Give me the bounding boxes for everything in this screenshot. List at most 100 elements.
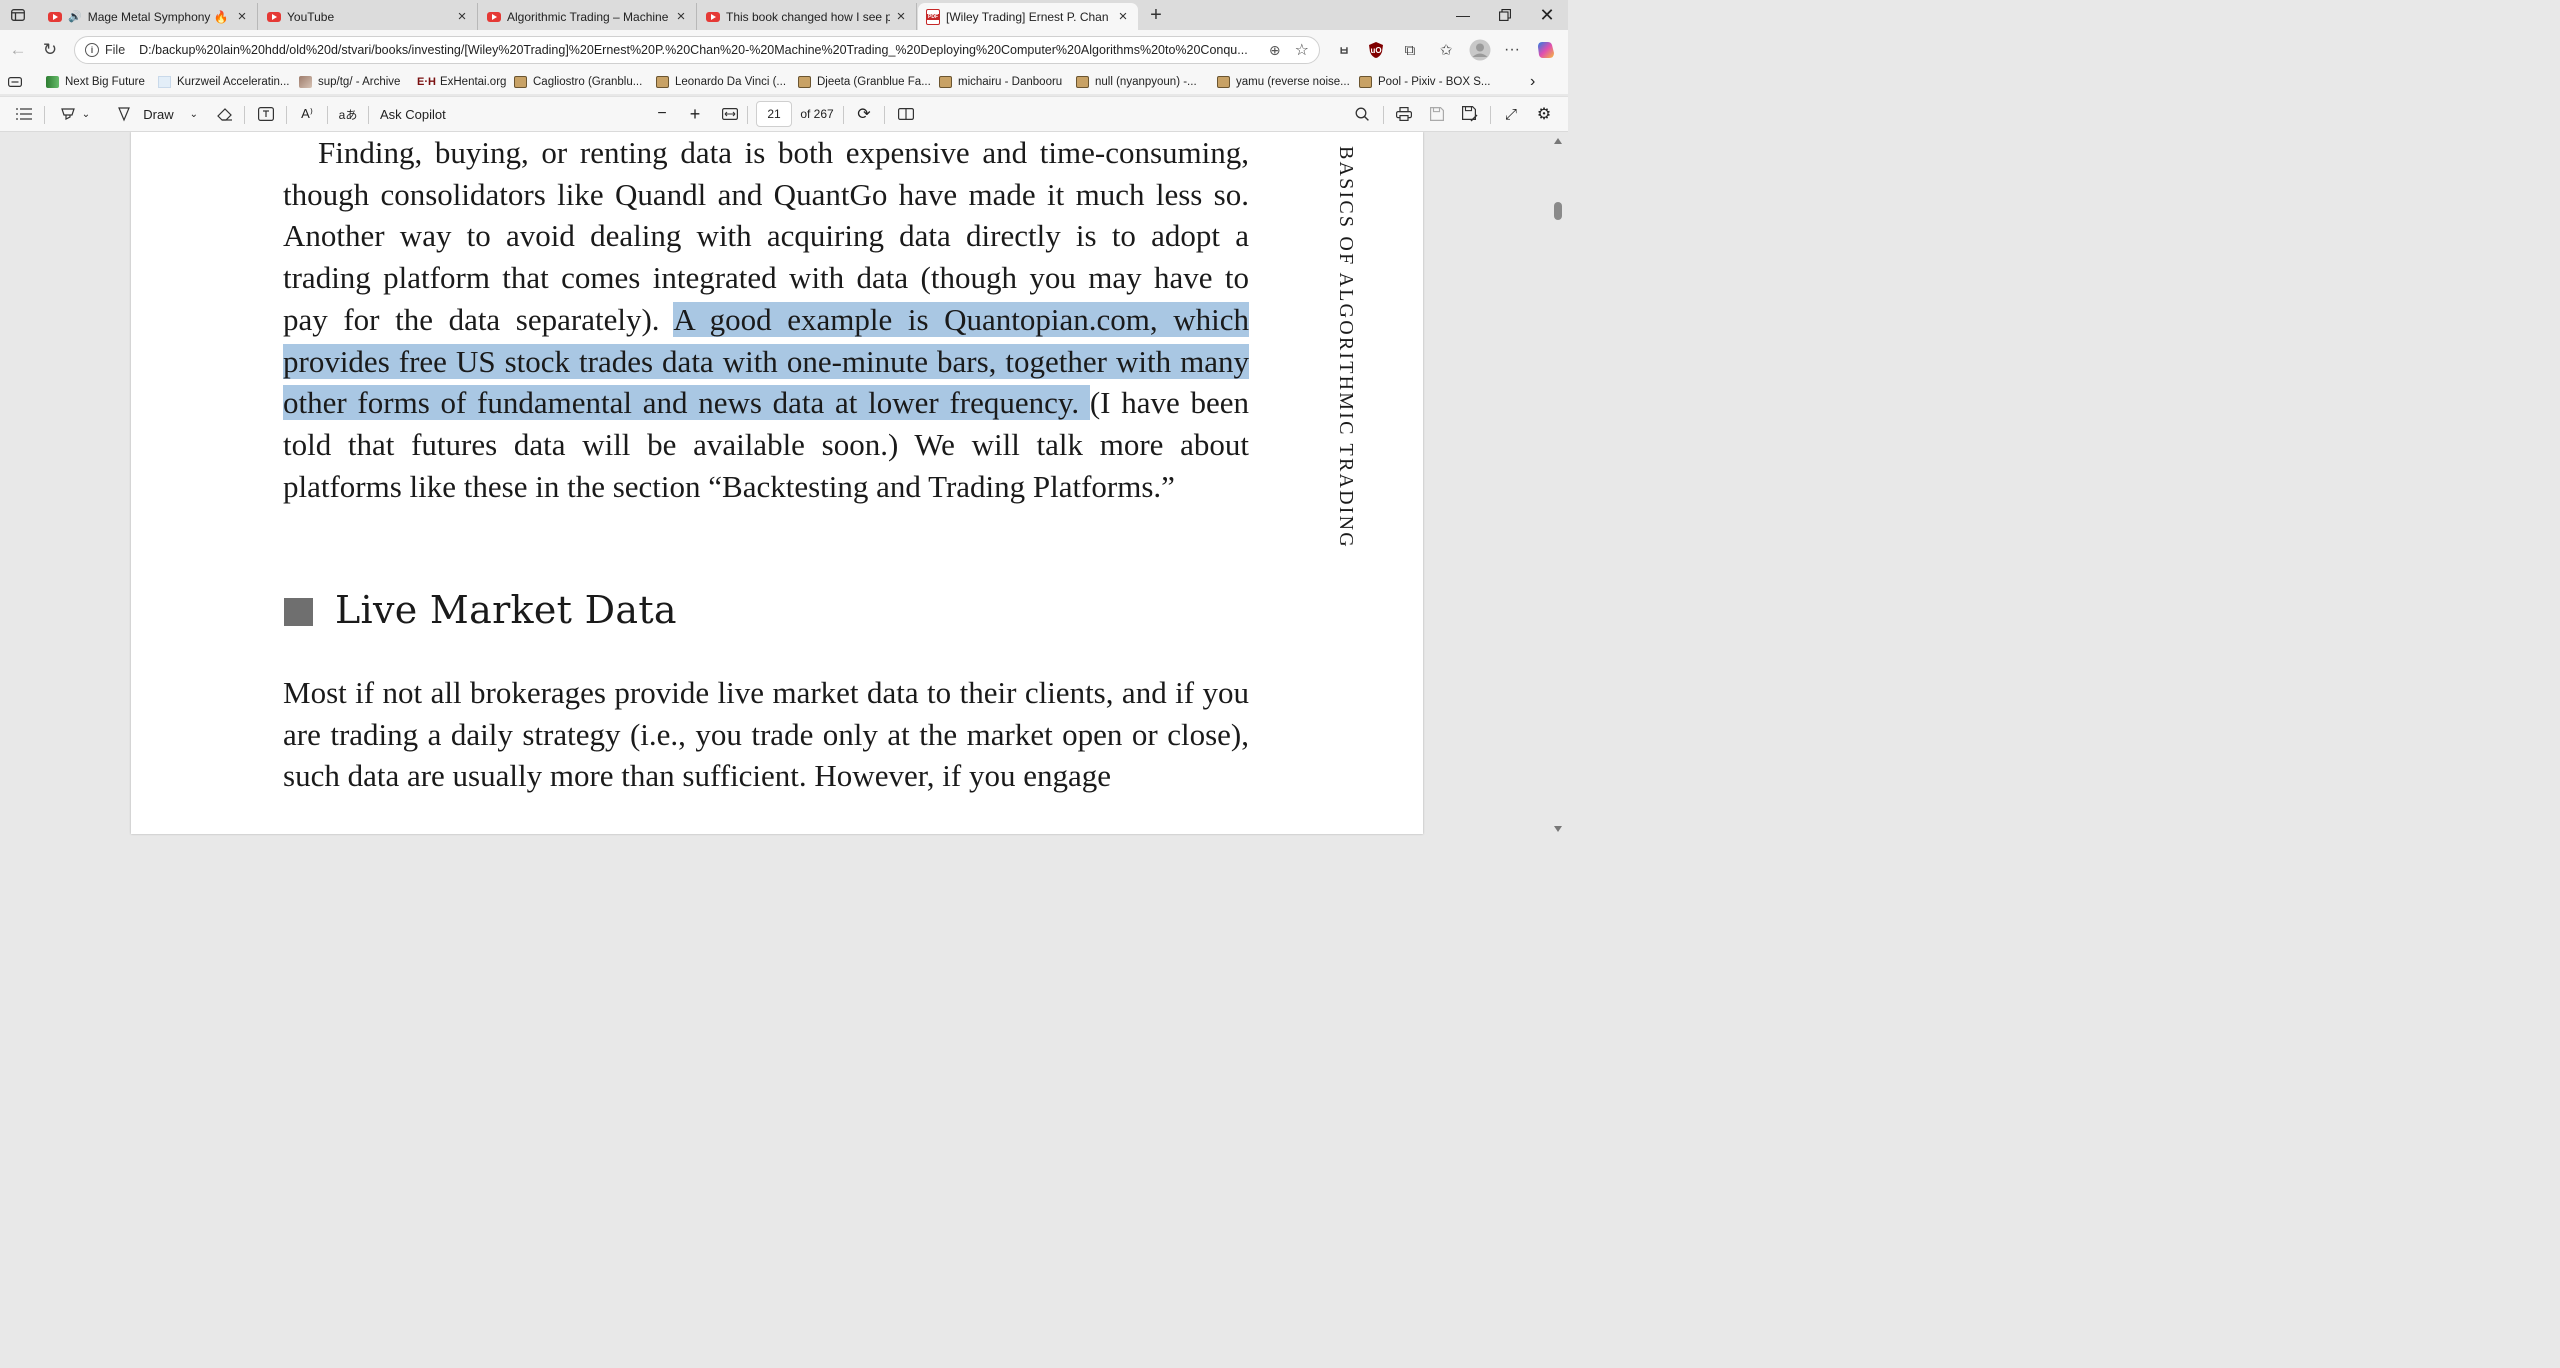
svg-text:uO: uO — [1370, 46, 1381, 55]
close-tab-icon[interactable]: × — [457, 8, 467, 25]
tab-actions-button[interactable] — [4, 4, 32, 26]
translate-button[interactable]: aあ — [337, 103, 359, 125]
close-tab-icon[interactable]: × — [896, 8, 906, 25]
refresh-button[interactable]: ↻ — [38, 38, 62, 62]
puzzle-icon: ⧉ — [1404, 41, 1416, 59]
print-button[interactable] — [1393, 103, 1415, 125]
read-aloud-icon[interactable]: ㅂ — [1338, 43, 1350, 58]
paragraph[interactable]: Finding, buying, or renting data is both… — [283, 132, 1250, 507]
zoom-out-button[interactable]: − — [652, 103, 672, 125]
minimize-button[interactable]: — — [1440, 0, 1486, 30]
favorite-folder[interactable]: null (nyanpyoun) -... — [1076, 73, 1197, 91]
running-head: BASICS OF ALGORITHMIC TRADING — [1335, 146, 1357, 549]
scroll-thumb[interactable] — [1554, 202, 1562, 220]
settings-more-button[interactable]: ··· — [1500, 38, 1524, 62]
tab-mage-metal-symphony[interactable]: 🔊 Mage Metal Symphony 🔥 × — [40, 3, 258, 30]
page-number-input[interactable]: 21 — [756, 101, 792, 127]
tab-algorithmic-trading[interactable]: Algorithmic Trading – Machine Le × — [479, 3, 697, 30]
paragraph[interactable]: Most if not all brokerages provide live … — [283, 675, 1249, 794]
audio-playing-icon[interactable]: 🔊 — [68, 11, 82, 23]
extensions-button[interactable]: ⧉ — [1398, 38, 1422, 62]
chevron-down-icon[interactable]: ⌄ — [81, 108, 91, 120]
toolbar-divider — [747, 106, 748, 124]
favorite-folder[interactable]: Djeeta (Granblue Fa... — [798, 73, 931, 91]
favorite-item[interactable]: Next Big Future — [46, 73, 145, 91]
close-tab-icon[interactable]: × — [237, 8, 247, 25]
zoom-icon[interactable]: ⊕ — [1268, 41, 1281, 58]
highlight-button[interactable]: ⌄ — [54, 103, 96, 125]
rotate-button[interactable]: ⟳ — [853, 103, 875, 125]
ellipsis-icon: ··· — [1504, 41, 1520, 58]
url-field[interactable]: i File D:/backup%20lain%20hdd/old%20d/st… — [74, 36, 1320, 64]
favorite-folder[interactable]: michairu - Danbooru — [939, 73, 1062, 91]
erase-button[interactable] — [214, 103, 236, 125]
close-tab-icon[interactable]: × — [1118, 8, 1128, 25]
refresh-icon: ↻ — [42, 40, 58, 59]
table-of-contents-icon — [16, 108, 32, 120]
read-aloud-button[interactable]: A⁾ — [296, 103, 318, 125]
gear-icon: ⚙ — [1536, 106, 1552, 123]
close-window-button[interactable]: ✕ — [1524, 0, 1570, 30]
pdf-icon — [926, 8, 940, 25]
page-number: 21 — [767, 107, 781, 121]
info-icon[interactable]: i — [85, 43, 99, 57]
draw-button[interactable]: Draw ⌄ — [116, 103, 198, 125]
favorite-item[interactable]: E·H ExHentai.org — [417, 73, 506, 91]
close-tab-icon[interactable]: × — [676, 8, 686, 25]
page-total: of 267 — [800, 103, 834, 125]
toolbar-divider — [244, 106, 245, 124]
youtube-icon — [48, 11, 62, 22]
favorites-button[interactable]: ✩ — [1434, 38, 1458, 62]
minimize-icon: — — [1456, 7, 1470, 23]
find-button[interactable] — [1351, 103, 1373, 125]
scroll-down-arrow-icon[interactable] — [1554, 826, 1562, 832]
page-view-button[interactable] — [895, 103, 917, 125]
tab-youtube[interactable]: YouTube × — [259, 3, 478, 30]
favorite-folder[interactable]: Pool - Pixiv - BOX S... — [1359, 73, 1490, 91]
copilot-button[interactable] — [1534, 38, 1558, 62]
pdf-page[interactable]: Finding, buying, or renting data is both… — [131, 132, 1423, 834]
exhentai-icon: E·H — [417, 76, 436, 88]
highlighter-icon — [60, 108, 75, 120]
pdf-settings-button[interactable]: ⚙ — [1533, 103, 1555, 125]
ublock-extension-button[interactable]: uO — [1364, 38, 1388, 62]
favorite-label: Pool - Pixiv - BOX S... — [1378, 76, 1491, 88]
tab-wiley-trading-pdf[interactable]: [Wiley Trading] Ernest P. Chan - M × — [918, 3, 1138, 30]
full-screen-button[interactable]: ⤢ — [1500, 103, 1522, 125]
save-as-button[interactable] — [1459, 103, 1481, 125]
profile-button[interactable] — [1468, 38, 1492, 62]
more-favorites-button[interactable]: › — [1530, 73, 1535, 91]
tab-this-book-changed[interactable]: This book changed how I see prof × — [698, 3, 917, 30]
folder-icon — [514, 76, 527, 88]
favorite-star-icon[interactable]: ☆ — [1294, 42, 1309, 59]
back-button[interactable]: ← — [6, 38, 30, 62]
vertical-scrollbar[interactable] — [1552, 132, 1566, 838]
favorite-folder[interactable]: Leonardo Da Vinci (... — [656, 73, 786, 91]
zoom-in-button[interactable]: + — [685, 103, 705, 125]
contents-button[interactable] — [12, 103, 36, 125]
save-button[interactable] — [1426, 103, 1448, 125]
minus-icon: − — [657, 105, 667, 122]
folder-icon — [1217, 76, 1230, 88]
pdf-viewer[interactable]: Finding, buying, or renting data is both… — [0, 132, 1568, 838]
ask-copilot-button[interactable]: Ask Copilot — [380, 103, 460, 125]
chevron-down-icon[interactable]: ⌄ — [189, 108, 198, 120]
search-icon — [1355, 107, 1369, 121]
url-text[interactable]: D:/backup%20lain%20hdd/old%20d/stvari/bo… — [139, 43, 1248, 57]
favorite-folder[interactable]: yamu (reverse noise... — [1217, 73, 1350, 91]
kurzweil-icon — [158, 76, 171, 88]
scroll-up-arrow-icon[interactable] — [1554, 138, 1562, 144]
selected-text[interactable]: A good example is Quantopian.com, which … — [283, 301, 1250, 421]
favorite-item[interactable]: Kurzweil Acceleratin... — [158, 73, 290, 91]
favorite-item[interactable]: sup/tg/ - Archive — [299, 73, 400, 91]
text-box-icon — [258, 107, 274, 121]
favorites-toggle-button[interactable] — [8, 73, 22, 91]
tab-actions-icon — [11, 9, 25, 21]
save-icon — [1430, 107, 1444, 121]
restore-button[interactable] — [1482, 0, 1528, 30]
favorite-folder[interactable]: Cagliostro (Granblu... — [514, 73, 642, 91]
add-text-button[interactable] — [255, 103, 277, 125]
section-marker — [284, 598, 313, 626]
new-tab-button[interactable]: + — [1142, 4, 1170, 26]
fit-to-width-button[interactable] — [719, 103, 741, 125]
